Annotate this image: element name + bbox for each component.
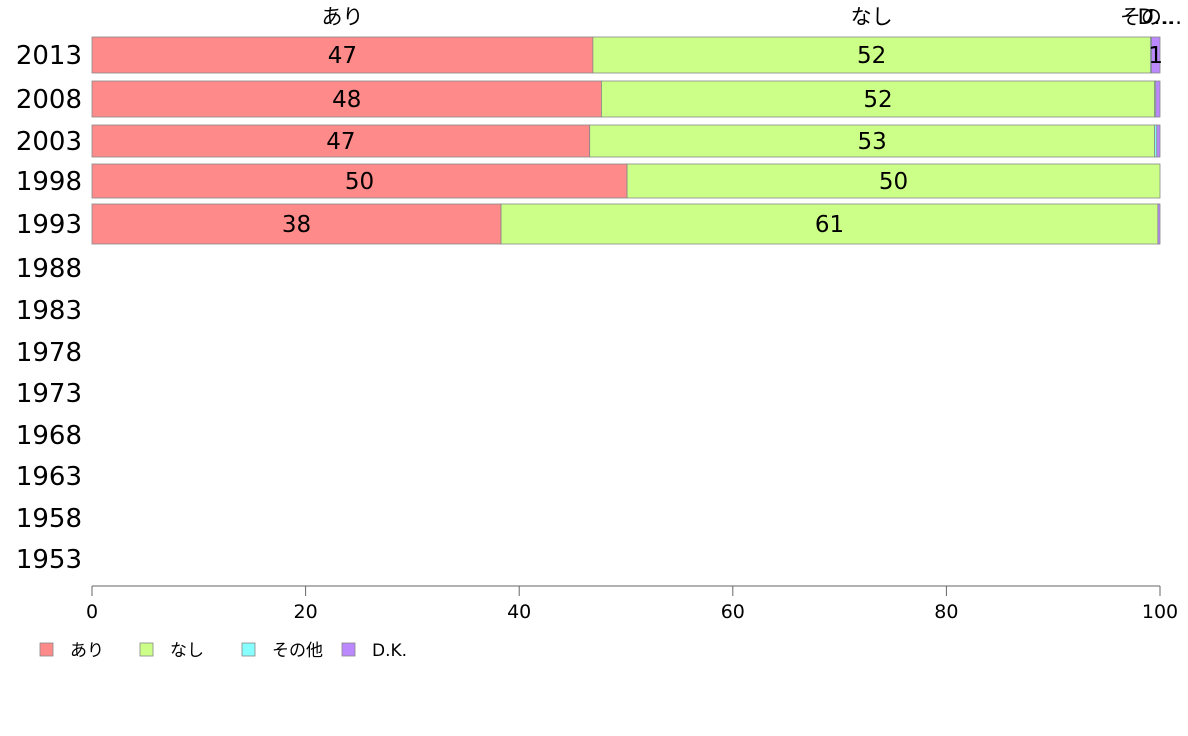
x-tick-label-100: 100	[1142, 601, 1178, 623]
data-label-2013-4: 1	[1148, 43, 1163, 69]
bar-segment-2008-1	[91, 80, 602, 118]
data-label-1998-2: 50	[879, 169, 908, 195]
x-tick-label-60: 60	[721, 601, 745, 623]
x-tick-label-0: 0	[86, 601, 98, 623]
data-label-2008-2: 52	[863, 87, 892, 113]
data-label-2008-1: 48	[332, 87, 361, 113]
data-label-2013-1: 47	[328, 43, 357, 69]
year-label-2003: 2003	[16, 127, 82, 157]
x-tick-label-20: 20	[294, 601, 318, 623]
year-label-1978: 1978	[16, 338, 82, 368]
bar-segment-1993-2	[500, 203, 1159, 245]
data-label-2003-1: 47	[326, 129, 355, 155]
legend-label-3: その他	[272, 641, 323, 661]
year-label-1998: 1998	[16, 167, 82, 197]
data-label-2003-2: 53	[858, 129, 887, 155]
bar-segment-2008-4	[1155, 80, 1161, 118]
legend-swatch-3	[241, 642, 256, 657]
year-label-1988: 1988	[16, 254, 82, 284]
legend-label-4: D.K.	[372, 641, 407, 661]
year-label-2008: 2008	[16, 85, 82, 115]
year-axis-labels: 2013 2008 2003 1998 1993 1988 1983 1978 1973 1968…	[16, 41, 82, 575]
legend-swatch-1	[39, 642, 54, 657]
year-label-1953: 1953	[16, 545, 82, 575]
data-label-2013-2: 52	[857, 43, 886, 69]
x-tick-label-80: 80	[934, 601, 958, 623]
bar-segment-2013-1	[91, 36, 594, 74]
series-top-labels: あり なし その...D...	[321, 5, 1181, 29]
top-label-4: D...	[1138, 5, 1174, 29]
legend-swatch-4	[341, 642, 356, 657]
bars-group: 47 52 1 48 52 47 53 50 50 38 61	[91, 36, 1163, 245]
x-axis: 0 20 40 60 80 100	[86, 585, 1178, 623]
bar-segment-1993-1	[91, 203, 502, 245]
bar-segment-2013-4	[1151, 36, 1161, 74]
legend-label-2: なし	[170, 641, 204, 661]
top-label-2: なし	[851, 5, 893, 29]
bar-segment-1998-1	[91, 163, 628, 199]
year-label-1968: 1968	[16, 421, 82, 451]
bar-segment-2003-2	[589, 124, 1156, 158]
year-label-2013: 2013	[16, 41, 82, 71]
bar-segment-1993-4	[1157, 203, 1161, 245]
legend: あり なし その他 D.K.	[39, 641, 407, 661]
data-label-1998-1: 50	[345, 169, 374, 195]
year-label-1973: 1973	[16, 379, 82, 409]
legend-label-1: あり	[70, 641, 104, 661]
bar-segment-2003-4	[1156, 124, 1161, 158]
year-label-1993: 1993	[16, 210, 82, 240]
top-label-3: その...	[1120, 5, 1182, 29]
year-label-1958: 1958	[16, 504, 82, 534]
year-label-1983: 1983	[16, 296, 82, 326]
x-tick-label-40: 40	[507, 601, 531, 623]
year-label-1963: 1963	[16, 462, 82, 492]
bar-segment-1998-2	[626, 163, 1161, 199]
top-label-1: あり	[321, 5, 363, 29]
data-label-1993-2: 61	[815, 212, 844, 238]
bar-segment-2013-2	[592, 36, 1151, 74]
data-label-1993-1: 38	[282, 212, 311, 238]
legend-swatch-2	[139, 642, 154, 657]
